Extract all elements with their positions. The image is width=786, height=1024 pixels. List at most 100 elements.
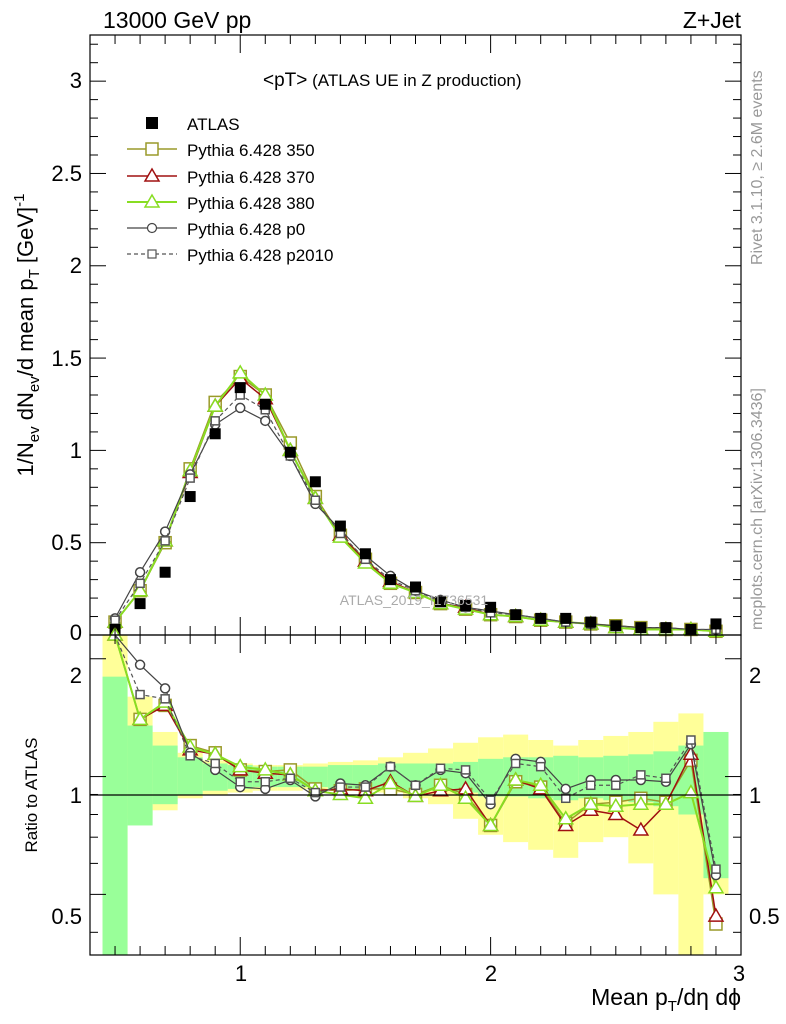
svg-text:Pythia 6.428 p0: Pythia 6.428 p0 [187, 220, 305, 239]
ratio-point-pythia-6-428-380 [256, 761, 274, 776]
ratio-point-pythia-6-428-380 [582, 795, 600, 810]
green-band-bin [102, 676, 128, 955]
ratio-point-pythia-6-428-p2010 [686, 735, 696, 745]
ratio-point-pythia-6-428-p2010 [460, 765, 471, 775]
y-tick-2.5: 2.5 [51, 161, 82, 186]
ratio-point-pythia-6-428-380 [557, 810, 575, 825]
ratio-point-pythia-6-428-p2010 [636, 770, 646, 780]
svg-text:Pythia 6.428 350: Pythia 6.428 350 [187, 141, 315, 160]
y-tick-1: 1 [70, 438, 82, 463]
ratio-point-pythia-6-428-p2010 [185, 751, 195, 761]
ratio-point-pythia-6-428-p2010 [260, 776, 271, 787]
green-band-bin [177, 757, 203, 795]
ratio-point-pythia-6-428-380 [657, 795, 675, 810]
ratio-point-pythia-6-428-p2010 [135, 689, 145, 700]
atlas-data-point [710, 618, 722, 630]
main-point-pythia-6-428-p2010 [210, 416, 220, 426]
ratio-point-pythia-6-428-380 [457, 789, 474, 805]
atlas-data-point [259, 398, 271, 410]
ratio-point-pythia-6-428-p0 [560, 783, 571, 795]
main-point-pythia-6-428-p0 [234, 402, 246, 414]
plot-title: <pT> (ATLAS UE in Z production) [263, 70, 522, 91]
legend-entry-380: Pythia 6.428 380 [127, 193, 315, 213]
y-axis-title-main: 1/Nev dNev/d mean pT [GeV]-1 [11, 194, 43, 477]
svg-text:Mean pT/dη dϕ: Mean pT/dη dϕ [591, 984, 741, 1015]
atlas-data-point [485, 601, 497, 613]
green-band-bin [327, 765, 353, 789]
ratio-point-pythia-6-428-p2010 [485, 795, 496, 805]
ratio-point-pythia-6-428-p2010 [310, 787, 321, 798]
legend-entry-p0: Pythia 6.428 p0 [127, 220, 305, 239]
ratio-point-pythia-6-428-380 [507, 771, 524, 786]
rivet-version-label: Rivet 3.1.10, ≥ 2.6M events [749, 70, 766, 265]
atlas-data-point [234, 382, 246, 394]
analysis-watermark: ATLAS_2019_I1736531 [340, 592, 489, 608]
y-tick-0: 0 [70, 620, 82, 645]
ratio-point-pythia-6-428-380 [532, 776, 549, 792]
atlas-data-point [209, 428, 221, 440]
ratio-point-pythia-6-428-380 [231, 758, 249, 773]
y-tick-0.5: 0.5 [51, 530, 82, 555]
ratio-point-pythia-6-428-380 [632, 795, 650, 810]
main-point-pythia-6-428-p2010 [110, 615, 120, 625]
ratio-point-pythia-6-428-p0 [134, 659, 146, 671]
svg-text:1/Nev dNev/d mean pT [GeV]-1: 1/Nev dNev/d mean pT [GeV]-1 [11, 194, 43, 477]
ratio-point-pythia-6-428-370 [632, 821, 650, 836]
ratio-point-pythia-6-428-p2010 [335, 782, 346, 792]
ratio-y-tick-1-right: 1 [749, 783, 761, 808]
legend: ATLAS Pythia 6.428 350 Pythia 6.428 370 … [127, 115, 334, 265]
atlas-data-point [560, 612, 572, 624]
ratio-point-pythia-6-428-380 [357, 789, 374, 805]
atlas-data-point [309, 476, 321, 488]
ratio-point-pythia-6-428-p2010 [360, 782, 371, 792]
y-tick-1.5: 1.5 [51, 346, 82, 371]
atlas-data-point [535, 612, 547, 624]
ratio-point-pythia-6-428-p2010 [510, 758, 521, 769]
green-band-bin [478, 758, 504, 797]
header-left: 13000 GeV pp [103, 7, 251, 33]
ratio-y-tick-2-right: 2 [749, 663, 761, 688]
main-point-pythia-6-428-p2010 [185, 473, 195, 483]
main-point-pythia-6-428-p2010 [160, 536, 170, 546]
y-axis-title-ratio: Ratio to ATLAS [22, 738, 41, 853]
ratio-point-pythia-6-428-p2010 [661, 773, 671, 784]
ratio-point-pythia-6-428-370 [607, 806, 625, 821]
atlas-data-point [359, 548, 371, 560]
y-tick-2: 2 [70, 253, 82, 278]
ratio-point-pythia-6-428-p2010 [410, 780, 421, 791]
ratio-point-pythia-6-428-p2010 [385, 761, 396, 772]
svg-text:ATLAS: ATLAS [187, 115, 240, 134]
atlas-data-point [585, 616, 597, 628]
x-axis-title: Mean pT/dη dϕ [591, 984, 741, 1015]
ratio-point-pythia-6-428-p0 [159, 683, 171, 694]
main-point-pythia-6-428-p0 [159, 526, 171, 537]
atlas-data-point [184, 491, 196, 503]
axis-ticks [90, 35, 742, 955]
ratio-point-pythia-6-428-370 [707, 907, 725, 922]
ratio-point-pythia-6-428-p2010 [711, 864, 721, 874]
ratio-y-tick-2-left: 2 [70, 663, 82, 688]
atlas-data-point [134, 598, 146, 610]
main-point-pythia-6-428-380 [231, 364, 249, 379]
ratio-point-pythia-6-428-p2010 [435, 763, 446, 774]
ratio-point-pythia-6-428-p2010 [285, 773, 296, 784]
svg-text:Pythia 6.428 370: Pythia 6.428 370 [187, 168, 315, 187]
main-point-pythia-6-428-p0 [260, 415, 271, 427]
legend-entry-370: Pythia 6.428 370 [127, 167, 315, 187]
main-point-pythia-6-428-380 [206, 397, 224, 412]
legend-entry-atlas: ATLAS [146, 115, 240, 134]
legend-entry-p2010: Pythia 6.428 p2010 [127, 246, 334, 265]
ratio-point-pythia-6-428-380 [332, 785, 349, 801]
svg-text:Pythia 6.428 p2010: Pythia 6.428 p2010 [187, 246, 334, 265]
atlas-data-point [384, 574, 396, 586]
main-point-pythia-6-428-p0 [134, 566, 146, 578]
atlas-data-point [610, 620, 622, 632]
ratio-point-pythia-6-428-p2010 [535, 761, 546, 772]
atlas-data-point [334, 520, 346, 532]
main-point-pythia-6-428-p2010 [310, 495, 321, 505]
green-band-bin [302, 766, 328, 788]
ratio-point-pythia-6-428-380 [382, 775, 399, 790]
header-right: Z+Jet [683, 7, 742, 33]
ratio-point-pythia-6-428-p2010 [235, 776, 245, 787]
